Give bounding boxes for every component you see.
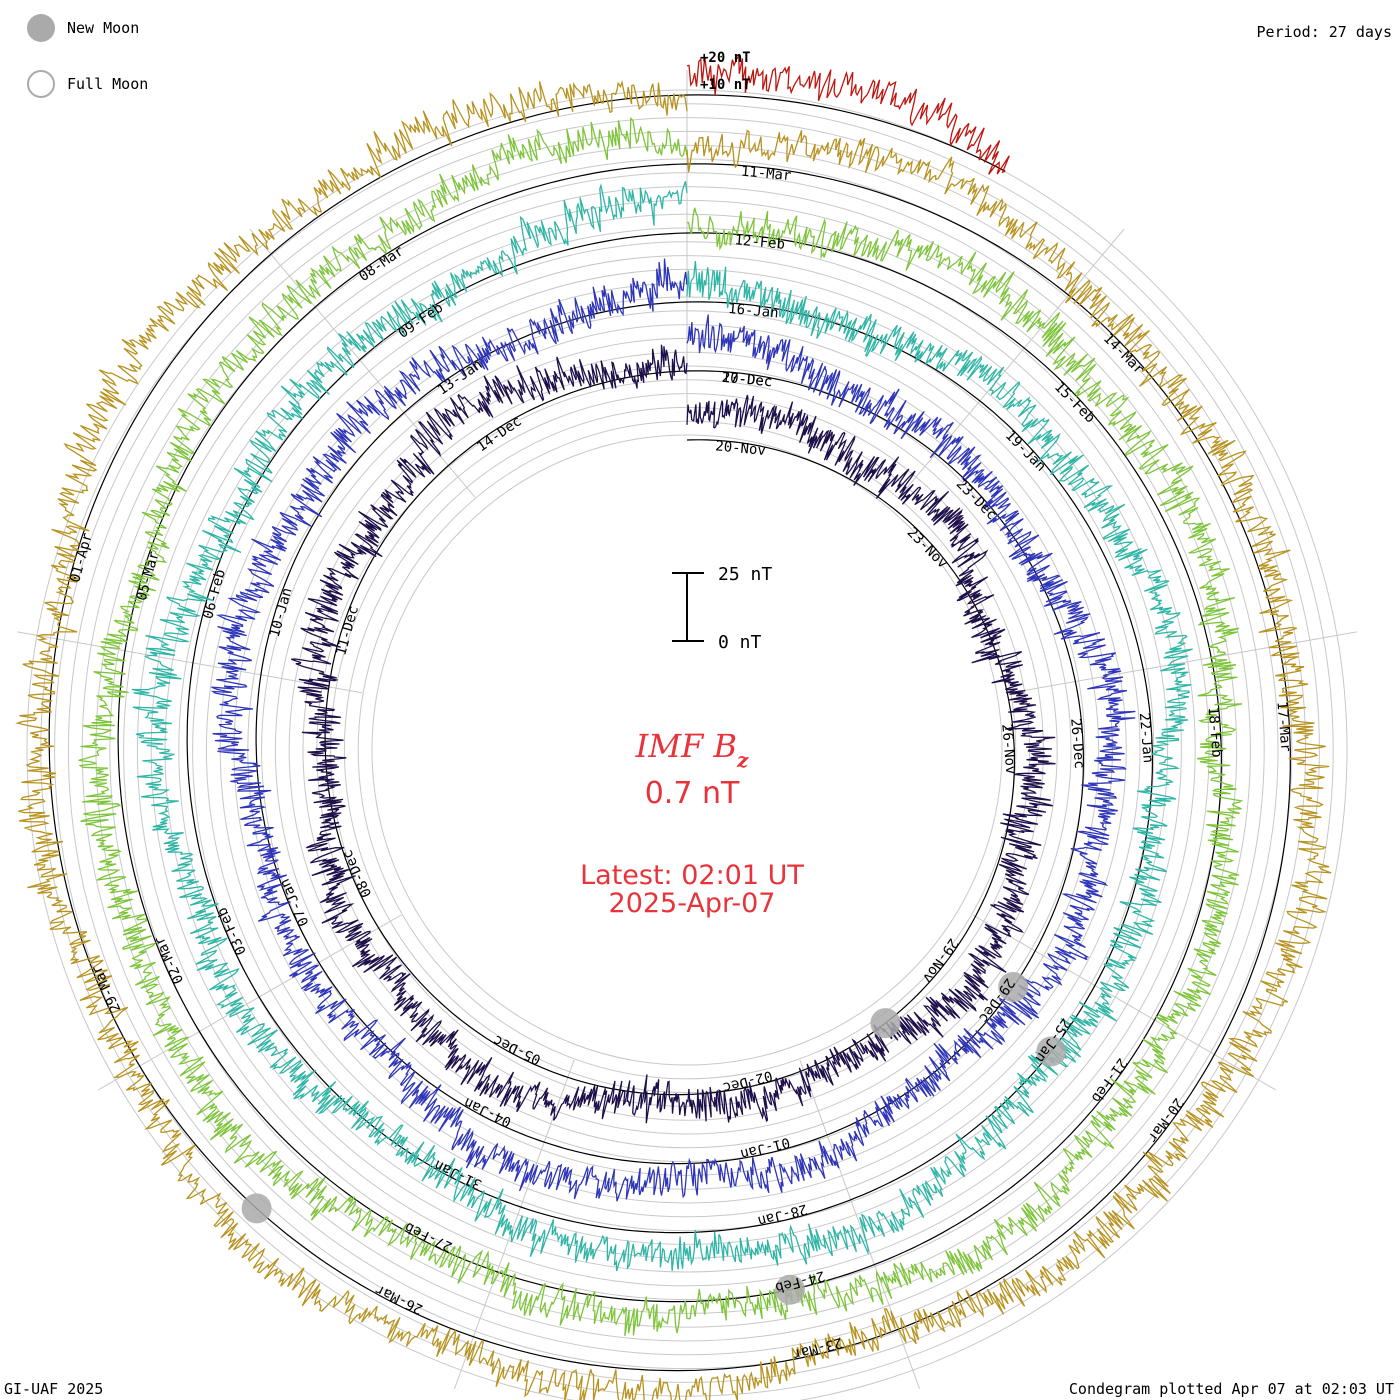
scale-bottom-label: 0 nT [718, 632, 762, 653]
legend-new-moon: New Moon [27, 14, 139, 42]
date-label: 20-Mar [1144, 1095, 1186, 1146]
date-label: 05-Dec [491, 1031, 544, 1067]
new-moon-marker [775, 1274, 805, 1305]
grid-ring [371, 434, 1003, 1066]
scale-bar: 25 nT 0 nT [672, 564, 772, 653]
day-spoke [1011, 631, 1357, 694]
date-label: 26-Dec [1067, 718, 1087, 770]
date-label: 28-Jan [756, 1201, 809, 1229]
day-spoke [972, 914, 1277, 1091]
zero-level-spiral [117, 163, 1223, 1303]
date-label: 11-Mar [740, 164, 792, 185]
parameter-title: IMF Bz [635, 727, 749, 772]
date-label: 23-Nov [904, 525, 951, 572]
latest-date: 2025-Apr-07 [609, 888, 776, 919]
date-label: 29-Nov [919, 935, 961, 986]
scale-label: +10 nT [700, 77, 751, 93]
legend-full-moon-label: Full Moon [67, 75, 149, 93]
trace-turn-3 [131, 181, 1193, 1272]
date-label: 21-Feb [1088, 1055, 1130, 1106]
date-label: 23-Mar [791, 1334, 844, 1362]
day-spoke [97, 914, 402, 1091]
new-moon-marker [998, 972, 1029, 1002]
scale-labels: +20 nT +10 nT [700, 50, 751, 93]
date-label: 22-Jan [1136, 712, 1156, 764]
date-label: 18-Feb [1205, 706, 1225, 758]
credit-label: GI-UAF 2025 [4, 1380, 104, 1398]
legend-new-moon-label: New Moon [67, 19, 140, 37]
current-value: 0.7 nT [645, 776, 740, 811]
plotted-label: Condegram plotted Apr 07 at 02:03 UT [1068, 1380, 1394, 1398]
zero-level-spiral [686, 94, 1006, 172]
legend-full-moon: Full Moon [27, 70, 148, 98]
date-label: 17-Dec [721, 370, 773, 391]
date-label: 16-Jan [727, 301, 779, 322]
new-moon-marker [870, 1008, 901, 1039]
trace-turn-2 [210, 258, 1136, 1202]
date-label: 10-Jan [267, 586, 296, 639]
date-label: 06-Feb [200, 568, 229, 621]
moon-markers [241, 972, 1067, 1305]
day-spoke [898, 228, 1125, 498]
date-label: 01-Jan [739, 1134, 792, 1162]
date-label: 26-Mar [373, 1281, 426, 1317]
scale-label: +20 nT [700, 50, 751, 66]
title-subscript: z [736, 748, 749, 772]
day-spoke [799, 1059, 921, 1390]
trace-turn-1 [291, 344, 1056, 1124]
period-label: Period: 27 days [1256, 23, 1392, 41]
title-main: IMF B [635, 727, 737, 765]
new-moon-marker [1036, 1036, 1067, 1067]
date-label: 20-Nov [715, 438, 767, 459]
full-moon-icon [27, 70, 55, 98]
scale-top-label: 25 nT [718, 564, 772, 585]
date-label: 01-Apr [67, 531, 96, 584]
trace-turn-5 [15, 79, 1332, 1400]
date-label: 17-Mar [1273, 701, 1293, 753]
zero-level-spiral [186, 232, 1154, 1234]
trace-turn-6 [686, 53, 1010, 175]
date-label: 14-Dec [474, 413, 525, 455]
date-label: 20-Dec [721, 370, 773, 391]
trace-turn-4 [78, 116, 1244, 1337]
latest-time: Latest: 02:01 UT [580, 860, 804, 891]
new-moon-marker [241, 1193, 272, 1224]
data-traces [15, 53, 1332, 1400]
date-label: 26-Nov [998, 723, 1018, 775]
zero-level-spiral [48, 94, 1291, 1372]
new-moon-icon [27, 14, 55, 42]
date-label: 12-Feb [734, 232, 786, 253]
zero-level-spiral [324, 370, 1016, 1096]
